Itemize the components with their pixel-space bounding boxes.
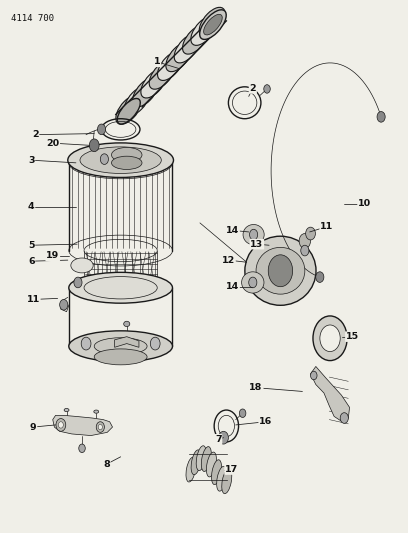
Ellipse shape <box>133 77 158 107</box>
Ellipse shape <box>206 452 216 477</box>
Ellipse shape <box>196 446 206 471</box>
Circle shape <box>74 277 82 288</box>
Ellipse shape <box>217 466 227 491</box>
Circle shape <box>239 409 246 417</box>
Text: 15: 15 <box>346 332 359 341</box>
Text: 7: 7 <box>215 435 222 444</box>
Text: 13: 13 <box>250 240 264 249</box>
Ellipse shape <box>94 410 99 413</box>
Circle shape <box>219 431 228 444</box>
Text: 4114 700: 4114 700 <box>11 14 54 23</box>
Circle shape <box>98 424 102 430</box>
Circle shape <box>268 255 293 287</box>
Text: 11: 11 <box>27 295 40 304</box>
Circle shape <box>377 111 385 122</box>
Text: 5: 5 <box>28 241 34 250</box>
Circle shape <box>58 422 63 428</box>
Text: 2: 2 <box>249 84 256 93</box>
Circle shape <box>306 227 315 240</box>
Circle shape <box>60 300 68 310</box>
Ellipse shape <box>124 321 130 327</box>
Circle shape <box>340 413 348 423</box>
Ellipse shape <box>68 143 173 177</box>
Circle shape <box>79 444 85 453</box>
Text: 3: 3 <box>28 156 34 165</box>
Ellipse shape <box>245 236 316 305</box>
Circle shape <box>310 371 317 379</box>
Text: 1: 1 <box>154 58 161 66</box>
Polygon shape <box>310 367 350 422</box>
Ellipse shape <box>243 224 264 245</box>
Circle shape <box>56 418 66 431</box>
Ellipse shape <box>186 457 196 482</box>
Circle shape <box>100 154 109 165</box>
Ellipse shape <box>111 148 142 163</box>
Ellipse shape <box>94 338 147 355</box>
Circle shape <box>316 272 324 282</box>
Ellipse shape <box>211 460 222 484</box>
Ellipse shape <box>64 408 69 411</box>
Circle shape <box>98 124 106 135</box>
Text: 18: 18 <box>249 383 263 392</box>
Circle shape <box>249 277 257 288</box>
Text: 4: 4 <box>28 203 35 212</box>
Circle shape <box>150 337 160 350</box>
Ellipse shape <box>116 95 142 124</box>
Circle shape <box>299 233 310 248</box>
Ellipse shape <box>191 450 201 475</box>
Ellipse shape <box>141 69 167 98</box>
Ellipse shape <box>182 25 208 54</box>
Text: 12: 12 <box>222 256 235 264</box>
Ellipse shape <box>201 447 211 472</box>
Text: 6: 6 <box>28 257 35 265</box>
Circle shape <box>96 422 104 432</box>
Ellipse shape <box>199 7 225 37</box>
Circle shape <box>250 229 258 240</box>
Text: 14: 14 <box>226 226 239 235</box>
Text: 19: 19 <box>46 252 60 260</box>
Circle shape <box>301 245 309 256</box>
Ellipse shape <box>222 469 232 494</box>
Ellipse shape <box>69 272 173 303</box>
Circle shape <box>89 139 99 152</box>
Text: 10: 10 <box>358 199 371 208</box>
Text: 9: 9 <box>30 423 37 432</box>
Ellipse shape <box>242 272 264 293</box>
Circle shape <box>81 337 91 350</box>
Ellipse shape <box>191 16 217 45</box>
Text: 8: 8 <box>103 460 110 469</box>
Text: 11: 11 <box>320 222 333 231</box>
Polygon shape <box>115 337 139 348</box>
Circle shape <box>264 85 270 93</box>
Text: 20: 20 <box>46 139 59 148</box>
Text: 16: 16 <box>259 417 273 426</box>
Ellipse shape <box>111 156 142 169</box>
Ellipse shape <box>71 258 93 273</box>
Ellipse shape <box>149 60 175 89</box>
Ellipse shape <box>256 247 305 294</box>
Polygon shape <box>53 415 113 435</box>
Ellipse shape <box>157 51 183 80</box>
Ellipse shape <box>80 147 161 173</box>
Ellipse shape <box>200 10 226 39</box>
Ellipse shape <box>69 331 173 362</box>
Circle shape <box>313 316 347 361</box>
Text: 2: 2 <box>32 130 39 139</box>
Ellipse shape <box>204 14 222 35</box>
Text: 17: 17 <box>225 465 238 474</box>
Ellipse shape <box>166 43 192 71</box>
Circle shape <box>320 325 340 352</box>
Ellipse shape <box>117 99 140 124</box>
Ellipse shape <box>94 349 147 365</box>
Ellipse shape <box>124 86 150 116</box>
Ellipse shape <box>174 34 200 63</box>
Text: 14: 14 <box>226 282 239 291</box>
